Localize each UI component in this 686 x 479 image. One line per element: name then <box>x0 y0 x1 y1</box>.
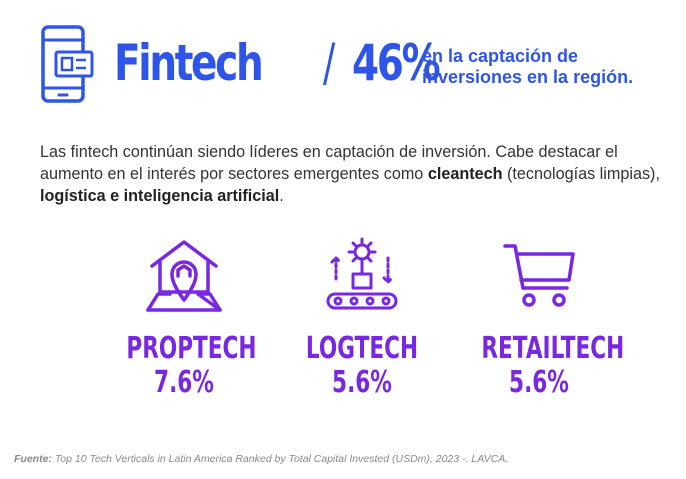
sector-value: 7.6% <box>154 365 214 400</box>
sector-name: LOGTECH <box>305 331 419 366</box>
header: Fintech / 46% en la captación de inversi… <box>40 24 680 104</box>
sector-logtech: LOGTECH 5.6% <box>282 236 442 400</box>
paragraph-bold-sectors: logística e inteligencia artificial <box>40 187 280 205</box>
shopping-cart-icon <box>503 244 575 307</box>
paragraph-bold-cleantech: cleantech <box>427 165 503 183</box>
title-percent: 46% <box>352 34 441 92</box>
subtitle-line1: en la captación de <box>422 46 579 66</box>
sector-value: 5.6% <box>332 365 392 400</box>
house-location-icon <box>146 240 222 312</box>
sector-retailtech: RETAILTECH 5.6% <box>459 236 625 400</box>
gear-conveyor-icon <box>326 237 398 310</box>
sector-name: PROPTECH <box>126 331 257 366</box>
subtitle-line2: inversiones en la región. <box>422 67 634 87</box>
paragraph-text-3: . <box>279 187 284 205</box>
intro-paragraph: Las fintech continúan siendo líderes en … <box>40 141 670 207</box>
title-subtitle: en la captación de inversiones en la reg… <box>422 46 633 88</box>
paragraph-text-1: Las fintech continúan siendo líderes en … <box>40 143 618 183</box>
mobile-payment-icon <box>41 25 94 103</box>
source-label: Fuente: <box>14 453 52 465</box>
title-fintech: Fintech <box>114 34 264 92</box>
source-text: Top 10 Tech Verticals in Latin America R… <box>51 453 509 465</box>
title-separator: / <box>323 33 336 93</box>
sector-name: RETAILTECH <box>481 331 625 366</box>
sector-proptech: PROPTECH 7.6% <box>104 236 264 400</box>
paragraph-text-2: (tecnologías limpias), <box>502 165 660 183</box>
source-note: Fuente: Top 10 Tech Verticals in Latin A… <box>14 453 508 465</box>
sector-value: 5.6% <box>509 365 569 400</box>
